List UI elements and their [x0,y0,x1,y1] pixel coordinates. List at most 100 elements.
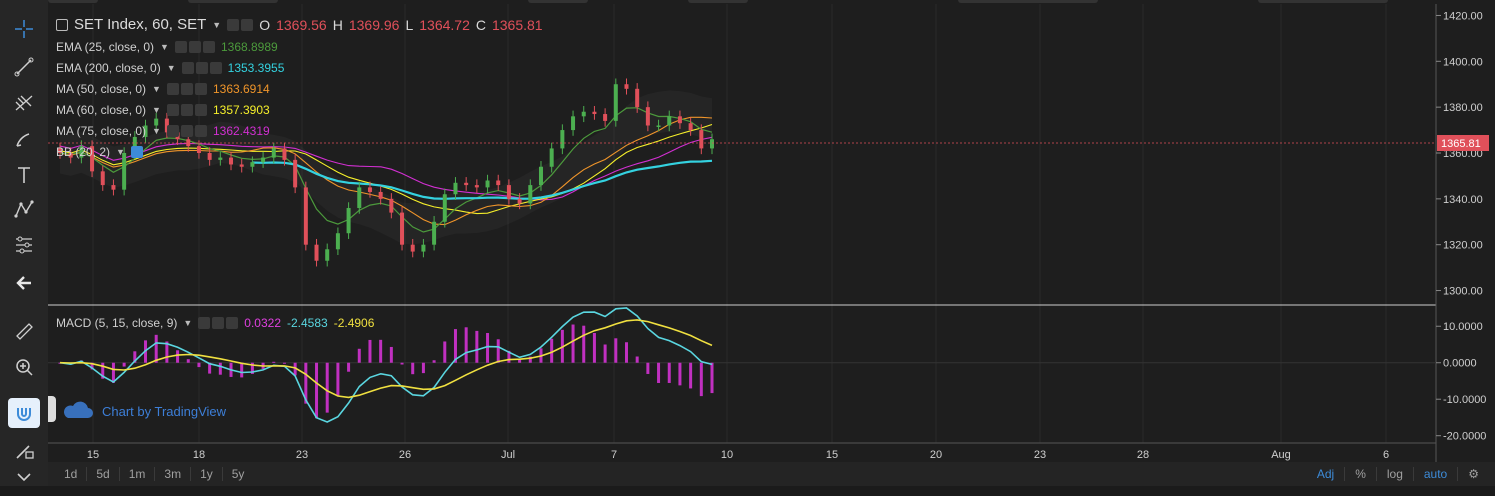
indicator-value: 1362.4319 [212,124,270,138]
macd-histogram-bar [646,362,650,374]
range-5d[interactable]: 5d [87,467,120,481]
macd-histogram-bar [208,362,212,374]
macd-histogram-bar [176,350,180,363]
adj-toggle[interactable]: Adj [1316,467,1335,481]
collapse-legend-icon[interactable] [56,18,68,31]
range-5y[interactable]: 5y [231,467,245,481]
candle-body [496,180,501,186]
macd-tick-label: -10.0000 [1443,394,1486,406]
candle-body [79,146,84,158]
candle-body [282,148,287,160]
macd-histogram-bar [304,362,308,404]
percent-toggle[interactable]: % [1344,467,1376,481]
legend-ma60[interactable]: MA (60, close, 0) ▼ 1357.3903 [56,103,270,117]
candle-body [132,136,137,153]
price-chart[interactable]: 1420.001400.001380.001360.001340.001320.… [0,0,1495,462]
macd-tick-label: -20.0000 [1443,431,1486,443]
indicator-actions[interactable] [174,41,215,53]
indicator-actions[interactable] [166,83,207,95]
macd-histogram-bar [624,342,628,363]
time-tick-label: Jul [501,449,515,461]
axes: 1420.001400.001380.001360.001340.001320.… [87,10,1487,461]
close-key: C [475,16,486,33]
macd-histogram-bar [678,362,682,386]
lock-drawings-icon[interactable] [8,436,40,466]
symbol-title[interactable]: SET Index, 60, SET [74,16,207,33]
indicator-actions[interactable] [166,104,207,116]
legend-ma75[interactable]: MA (75, close, 0) ▼ 1362.4319 [56,124,270,138]
candle-body [207,153,212,160]
caret-icon[interactable]: ▼ [152,105,161,115]
range-3m[interactable]: 3m [155,467,192,481]
zoom-icon[interactable] [8,352,40,382]
caret-icon[interactable]: ▼ [183,318,193,328]
range-1m[interactable]: 1m [120,467,156,481]
magnet-icon[interactable] [8,398,40,428]
trend-line-icon[interactable] [8,52,40,82]
legend-ema25[interactable]: EMA (25, close, 0) ▼ 1368.8989 [56,40,278,54]
macd-histogram-bar [657,362,661,383]
macd-line [59,307,713,423]
macd-line-value: -2.4583 [287,316,328,330]
candle-body [624,84,629,89]
log-toggle[interactable]: log [1375,467,1413,481]
macd-histogram-bar [347,362,351,372]
candle-body [667,116,672,126]
legend-macd[interactable]: MACD (5, 15, close, 9) ▼ 0.0322 -2.4583 -… [56,316,374,330]
caret-icon[interactable]: ▼ [152,126,161,136]
text-tool-icon[interactable] [8,160,40,190]
chevron-down-icon[interactable] [8,462,40,492]
range-1d[interactable]: 1d [48,467,88,481]
candle-body [613,84,618,121]
macd-histogram-bar [389,346,393,363]
ruler-icon[interactable] [8,316,40,346]
macd-histogram-bar [101,362,105,379]
crosshair-icon[interactable] [8,14,40,44]
settings-gear-icon[interactable]: ⚙ [1457,467,1489,481]
legend-ema200[interactable]: EMA (200, close, 0) ▼ 1353.3955 [56,61,284,75]
legend-ma50[interactable]: MA (50, close, 0) ▼ 1363.6914 [56,82,270,96]
macd-histogram-bar [443,341,447,363]
prediction-tool-icon[interactable] [8,230,40,260]
brush-icon[interactable] [8,124,40,154]
range-1y[interactable]: 1y [191,467,223,481]
indicator-actions[interactable] [166,125,207,137]
candle-body [688,123,693,131]
toolbar-collapse-handle[interactable] [48,396,56,422]
symbol-actions[interactable] [227,18,254,31]
auto-toggle[interactable]: auto [1412,467,1457,481]
macd-histogram-bar [336,362,340,396]
caret-icon[interactable]: ▼ [116,147,125,157]
candle-body [603,114,608,121]
eye-icon[interactable] [130,146,143,158]
indicator-value: 1357.3903 [212,103,270,117]
symbol-caret-icon[interactable]: ▼ [212,19,222,30]
pattern-tool-icon[interactable] [8,194,40,224]
candle-body [111,185,116,190]
candle-body [400,212,405,245]
candle-body [571,116,576,131]
macd-histogram-bar [400,362,404,365]
price-tick-label: 1300.00 [1443,286,1483,298]
time-tick-label: 7 [611,449,617,461]
macd-histogram-bar [453,329,457,363]
caret-icon[interactable]: ▼ [160,42,169,52]
low-value: 1364.72 [419,16,470,33]
candle-body [325,249,330,261]
legend-bb[interactable]: BB (20, 2) ▼ [56,145,143,159]
caret-icon[interactable]: ▼ [166,63,176,73]
macd-histogram-bar [186,359,190,363]
caret-icon[interactable]: ▼ [152,84,161,94]
candle-body [154,118,159,126]
indicator-actions[interactable] [181,62,222,74]
tradingview-watermark[interactable]: Chart by TradingView [60,400,226,422]
back-arrow-icon[interactable] [8,268,40,298]
indicator-actions[interactable] [198,317,239,329]
price-tick-label: 1420.00 [1443,10,1483,22]
time-tick-label: 10 [721,449,733,461]
candles [58,78,714,267]
candle-body [442,194,447,222]
macd-histogram-bar [432,360,436,363]
indicator-lines [59,107,713,233]
fib-tool-icon[interactable] [8,88,40,118]
